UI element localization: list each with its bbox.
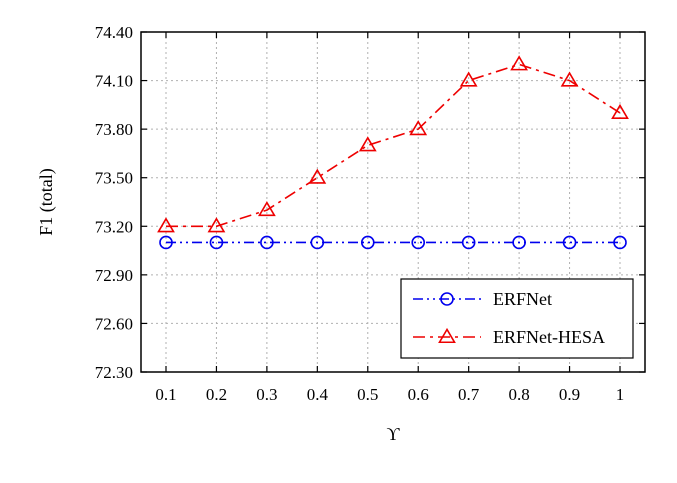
- y-tick-label: 72.30: [95, 363, 133, 382]
- y-tick-label: 73.50: [95, 169, 133, 188]
- x-tick-label: 0.9: [559, 385, 580, 404]
- y-tick-label: 74.10: [95, 72, 133, 91]
- legend: ERFNet ERFNet-HESA: [400, 278, 634, 359]
- x-tick-label: 0.7: [458, 385, 480, 404]
- data-point: [611, 103, 629, 120]
- data-point: [512, 235, 526, 250]
- data-point: [613, 235, 627, 250]
- legend-label: ERFNet: [493, 289, 552, 309]
- data-point: [310, 235, 325, 250]
- x-tick-label: 0.1: [155, 385, 176, 404]
- data-point: [207, 217, 226, 233]
- tick-layer: 72.30 72.60 72.90 73.20 73.50 73.80 74.10 74.40…: [95, 23, 645, 404]
- series-erfnet: [159, 235, 627, 250]
- data-point: [459, 71, 478, 87]
- y-tick-label: 72.90: [95, 266, 133, 285]
- x-tick-label: 0.4: [307, 385, 329, 404]
- plot-frame: [140, 31, 646, 373]
- x-axis-label: ϒ: [387, 424, 401, 444]
- legend-item: ERFNet-HESA: [413, 327, 605, 347]
- series-line: [166, 63, 621, 228]
- data-point: [157, 217, 175, 233]
- x-tick-label: 1: [616, 385, 625, 404]
- x-tick-label: 0.3: [256, 385, 277, 404]
- data-point: [358, 136, 377, 152]
- y-axis-label: F1 (total): [36, 168, 57, 236]
- legend-marker-icon: [440, 292, 454, 306]
- legend-item: ERFNet: [413, 289, 552, 309]
- x-tick-label: 0.6: [408, 385, 429, 404]
- data-point: [209, 235, 224, 250]
- legend-marker-icon: [438, 327, 456, 344]
- y-tick-label: 72.60: [95, 314, 133, 333]
- series-layer: [157, 55, 629, 250]
- x-tick-label: 0.8: [508, 385, 529, 404]
- y-tick-label: 73.80: [95, 120, 133, 139]
- data-point: [308, 168, 327, 184]
- y-tick-label: 74.40: [95, 23, 133, 42]
- x-tick-label: 0.2: [206, 385, 227, 404]
- data-point: [260, 235, 274, 250]
- x-tick-label: 0.5: [357, 385, 378, 404]
- legend-box: [400, 278, 634, 359]
- data-point: [257, 201, 276, 217]
- data-point: [510, 55, 529, 71]
- series-erfnet-hesa: [157, 55, 629, 233]
- data-point: [461, 235, 476, 250]
- data-point: [159, 235, 173, 250]
- data-point: [409, 120, 428, 136]
- data-point: [562, 235, 577, 250]
- data-point: [411, 235, 426, 250]
- y-tick-label: 73.20: [95, 217, 133, 236]
- grid-layer: [141, 31, 645, 373]
- data-point: [560, 71, 579, 87]
- legend-label: ERFNet-HESA: [493, 327, 605, 347]
- data-point: [360, 235, 375, 250]
